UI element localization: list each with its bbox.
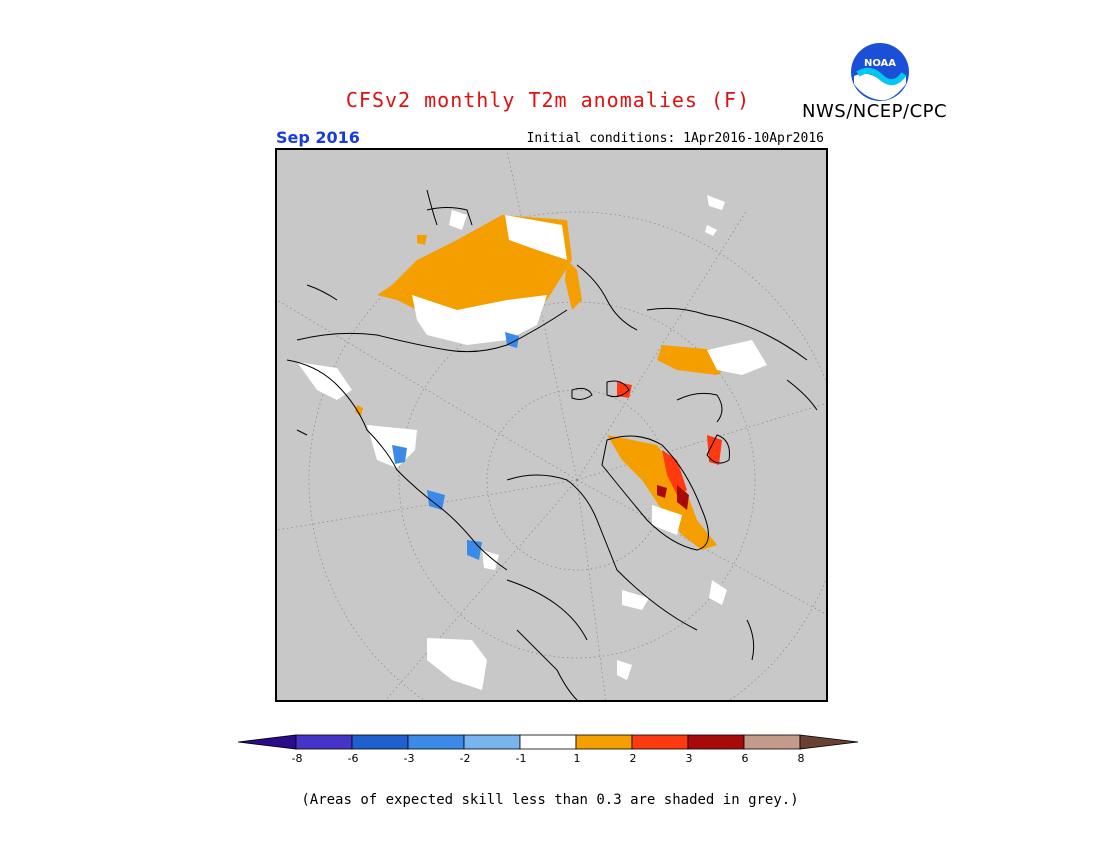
noaa-logo-icon: NOAA (848, 40, 912, 104)
siberia-anomaly (377, 210, 582, 348)
scale-swatch (407, 734, 465, 750)
scale-swatch (463, 734, 521, 750)
skill-footnote: (Areas of expected skill less than 0.3 a… (301, 792, 799, 808)
logo-text: NOAA (864, 58, 896, 69)
tick-label: 8 (797, 752, 805, 765)
initial-conditions: Initial conditions: 1Apr2016-10Apr2016 (526, 131, 824, 146)
scale-swatch (687, 734, 745, 750)
tick-label: 2 (629, 752, 637, 765)
scale-swatch (743, 734, 801, 750)
color-scale-ticks: -8 -6 -3 -2 -1 1 2 3 6 8 (0, 752, 1100, 768)
tick-label: -1 (515, 752, 527, 765)
agency-label: NWS/NCEP/CPC (802, 101, 948, 122)
north-america-anomaly (297, 362, 499, 690)
map-title: CFSv2 monthly T2m anomalies (F) (345, 88, 751, 112)
scale-arrow-low (238, 734, 297, 750)
scale-swatch (631, 734, 689, 750)
scale-swatch (519, 734, 577, 750)
scale-arrow-high (799, 734, 859, 750)
tick-label: -6 (347, 752, 359, 765)
europe-anomaly (617, 195, 767, 680)
tick-label: -3 (403, 752, 415, 765)
coastlines (286, 189, 818, 700)
greenland-anomaly (607, 435, 722, 550)
graticule (277, 150, 826, 700)
scale-swatch (295, 734, 353, 750)
forecast-period: Sep 2016 (276, 128, 360, 147)
scale-swatch (575, 734, 633, 750)
tick-label: -8 (291, 752, 303, 765)
scale-swatch (351, 734, 409, 750)
polar-map (275, 148, 828, 702)
tick-label: -2 (459, 752, 471, 765)
tick-label: 3 (685, 752, 693, 765)
tick-label: 6 (741, 752, 749, 765)
color-scale-bar (238, 734, 859, 750)
tick-label: 1 (573, 752, 581, 765)
